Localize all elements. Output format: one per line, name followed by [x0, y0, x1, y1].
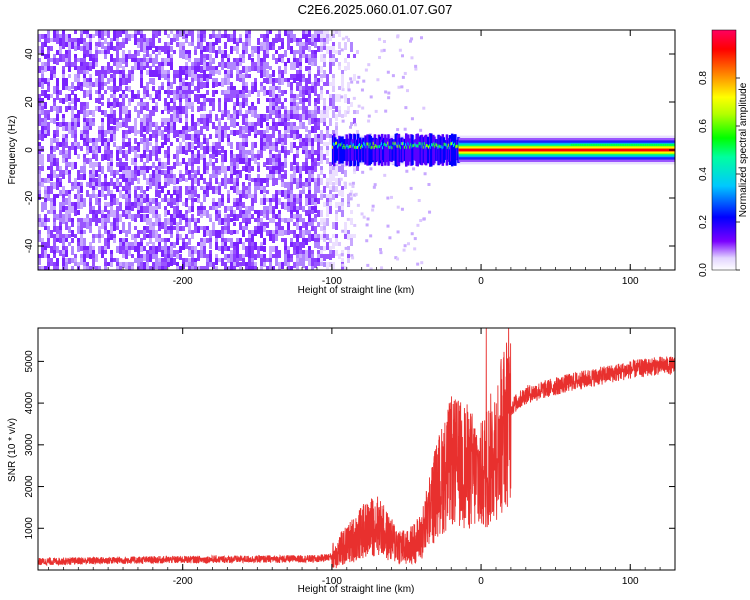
snr-series-line	[38, 328, 675, 569]
snr-x-tick-label: 0	[478, 576, 484, 587]
spectrogram-y-axis-label: Frequency (Hz)	[7, 116, 18, 185]
heatmap-noise	[38, 30, 432, 270]
snr-y-axis-label: SNR (10 * v/v)	[7, 418, 18, 482]
snr-y-tick-label: 2000	[24, 475, 35, 498]
colorbar-tick-label: 0.4	[698, 167, 709, 181]
colorbar-tick-label: 0.2	[698, 215, 709, 229]
spectrogram-y-tick-label: 0	[24, 147, 35, 153]
spectrogram-x-axis-label: Height of straight line (km)	[298, 285, 415, 296]
heatmap-signal-band	[331, 133, 675, 167]
colorbar	[711, 29, 737, 271]
snr-y-tick-label: 3000	[24, 433, 35, 456]
snr-plot-area	[38, 328, 675, 569]
spectrogram-x-tick-label: -200	[173, 276, 193, 287]
snr-frame	[37, 327, 676, 571]
colorbar-tick-label: 0.6	[698, 119, 709, 133]
colorbar-tick-label: 0.8	[698, 71, 709, 85]
snr-x-tick-label: -100	[322, 576, 342, 587]
spectrogram-x-tick-label: 100	[622, 276, 639, 287]
chart-title: C2E6.2025.060.01.07.G07	[297, 2, 453, 17]
spectrogram-y-tick-label: -40	[24, 238, 35, 253]
snr-x-axis-label: Height of straight line (km)	[298, 584, 415, 595]
snr-y-tick-label: 4000	[24, 392, 35, 415]
colorbar-tick-label: 0.0	[698, 263, 709, 277]
spectrogram-x-tick-label: -100	[322, 276, 342, 287]
snr-y-tick-label: 5000	[24, 350, 35, 373]
spectrogram-y-tick-label: 40	[24, 48, 35, 60]
spectrogram-heatmap	[38, 30, 675, 270]
snr-y-tick-label: 1000	[24, 517, 35, 540]
snr-x-tick-label: -200	[173, 576, 193, 587]
colorbar-label: Normalized spectral amplitude	[738, 82, 749, 217]
spectrogram-y-tick-label: -20	[24, 190, 35, 205]
snr-x-tick-label: 100	[622, 576, 639, 587]
spectrogram-y-tick-label: 20	[24, 96, 35, 108]
spectrogram-x-tick-label: 0	[478, 276, 484, 287]
